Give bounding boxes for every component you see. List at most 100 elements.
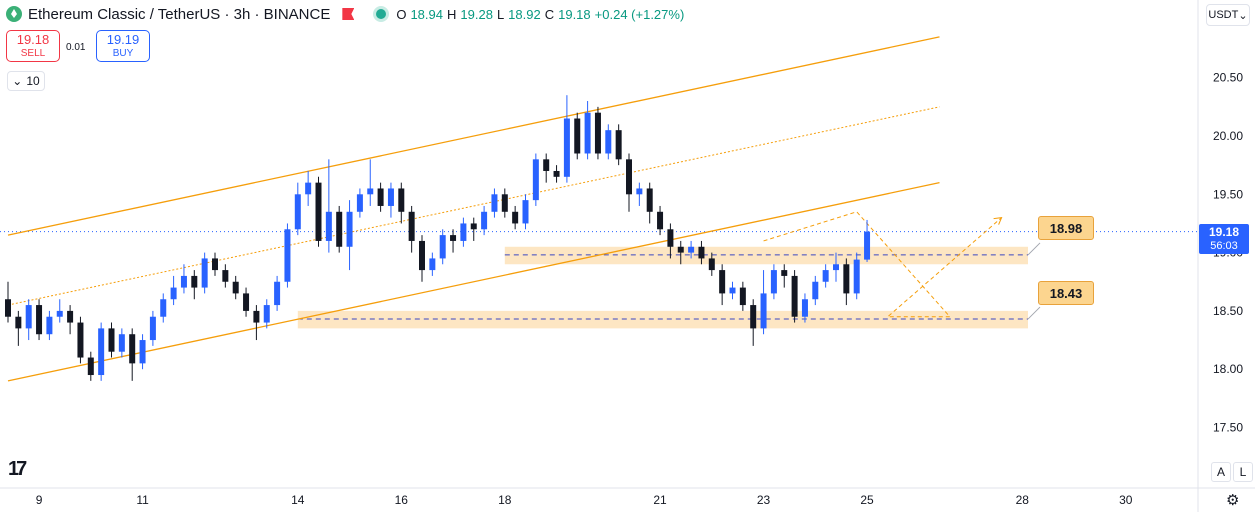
quantity-dropdown[interactable]: ⌄ 10 (7, 71, 45, 91)
currency-button[interactable]: USDT ⌄ (1206, 4, 1250, 26)
candle-down[interactable] (315, 182, 322, 241)
support-zone[interactable] (297, 310, 1028, 329)
candle-down[interactable] (377, 188, 384, 206)
candle-up[interactable] (491, 194, 498, 212)
candle-down[interactable] (667, 229, 674, 247)
candle-up[interactable] (56, 310, 63, 317)
candle-up[interactable] (729, 287, 736, 294)
channel-middle-line[interactable] (7, 106, 940, 306)
candle-up[interactable] (605, 130, 612, 154)
candle-down[interactable] (191, 275, 198, 288)
candle-up[interactable] (263, 305, 270, 323)
candle-down[interactable] (243, 293, 250, 311)
buy-button[interactable]: 19.19 BUY (96, 30, 150, 62)
log-scale-button[interactable]: L (1233, 462, 1253, 482)
candle-up[interactable] (481, 211, 488, 230)
candle-down[interactable] (626, 159, 632, 195)
candle-up[interactable] (305, 182, 312, 195)
candle-down[interactable] (212, 258, 218, 271)
candle-down[interactable] (615, 130, 622, 160)
candle-down[interactable] (129, 334, 136, 364)
candle-down[interactable] (543, 159, 550, 171)
sell-button[interactable]: 19.18 SELL (6, 30, 60, 62)
candle-down[interactable] (594, 112, 601, 154)
candle-down[interactable] (501, 194, 508, 212)
candle-up[interactable] (387, 188, 394, 206)
candle-up[interactable] (325, 211, 332, 241)
candle-up[interactable] (760, 293, 767, 329)
candle-down[interactable] (450, 235, 457, 241)
candle-down[interactable] (253, 310, 260, 323)
candle-down[interactable] (843, 264, 850, 294)
candle-down[interactable] (5, 299, 11, 317)
candle-down[interactable] (419, 240, 425, 271)
zone-callout-lower[interactable]: 18.43 (1038, 281, 1094, 305)
candle-down[interactable] (77, 322, 84, 358)
candle-down[interactable] (336, 211, 343, 247)
candle-up[interactable] (139, 340, 146, 364)
candle-up[interactable] (563, 118, 570, 177)
candle-up[interactable] (294, 194, 301, 230)
channel-upper-line[interactable] (7, 36, 940, 236)
candle-up[interactable] (284, 229, 291, 282)
flag-icon[interactable] (342, 8, 355, 20)
candle-down[interactable] (646, 188, 653, 212)
candle-up[interactable] (356, 194, 363, 212)
candle-down[interactable] (512, 211, 519, 224)
candle-down[interactable] (553, 170, 560, 177)
candle-down[interactable] (781, 270, 788, 276)
candle-up[interactable] (801, 299, 808, 317)
candle-up[interactable] (346, 211, 353, 247)
candle-up[interactable] (688, 246, 695, 253)
candle-up[interactable] (636, 188, 643, 195)
channel-lower-line[interactable] (7, 182, 940, 382)
candle-up[interactable] (118, 334, 125, 352)
support-zone[interactable] (504, 246, 1028, 265)
candle-down[interactable] (708, 258, 715, 271)
candle-up[interactable] (180, 275, 187, 288)
zone-callout-upper[interactable]: 18.98 (1038, 216, 1094, 240)
candle-down[interactable] (222, 270, 229, 282)
symbol-title[interactable]: Ethereum Classic / TetherUS · 3h · BINAN… (28, 5, 331, 23)
candle-down[interactable] (108, 328, 115, 352)
candle-up[interactable] (201, 258, 208, 288)
candle-down[interactable] (574, 118, 581, 154)
candle-up[interactable] (149, 316, 156, 341)
auto-scale-button[interactable]: A (1211, 462, 1231, 482)
candle-up[interactable] (864, 231, 871, 260)
candle-down[interactable] (232, 281, 239, 294)
candle-up[interactable] (160, 299, 167, 317)
candle-up[interactable] (367, 188, 374, 195)
candle-up[interactable] (770, 270, 777, 294)
candle-up[interactable] (812, 281, 819, 300)
candle-up[interactable] (460, 223, 467, 241)
gear-icon[interactable]: ⚙ (1226, 492, 1240, 509)
candle-up[interactable] (429, 258, 436, 271)
candle-down[interactable] (15, 316, 22, 329)
candle-up[interactable] (522, 200, 529, 224)
candle-up[interactable] (439, 235, 446, 259)
candle-up[interactable] (98, 328, 105, 376)
candle-down[interactable] (398, 188, 405, 212)
candle-down[interactable] (470, 223, 477, 230)
tradingview-logo-icon[interactable]: 17 (8, 458, 27, 480)
candle-down[interactable] (408, 211, 415, 241)
candle-down[interactable] (698, 246, 705, 259)
candle-up[interactable] (25, 305, 32, 329)
candle-up[interactable] (853, 259, 860, 294)
candle-down[interactable] (739, 287, 746, 306)
candle-up[interactable] (274, 281, 281, 306)
candle-up[interactable] (532, 159, 539, 201)
candle-up[interactable] (822, 270, 829, 282)
candle-down[interactable] (719, 270, 726, 294)
candle-down[interactable] (67, 310, 74, 323)
candle-down[interactable] (677, 246, 684, 253)
candle-up[interactable] (170, 287, 177, 300)
candle-up[interactable] (833, 264, 839, 271)
candle-down[interactable] (791, 275, 798, 317)
candle-down[interactable] (750, 305, 757, 329)
candle-up[interactable] (46, 316, 53, 335)
candle-up[interactable] (584, 112, 591, 154)
projection-path[interactable] (763, 211, 1002, 318)
